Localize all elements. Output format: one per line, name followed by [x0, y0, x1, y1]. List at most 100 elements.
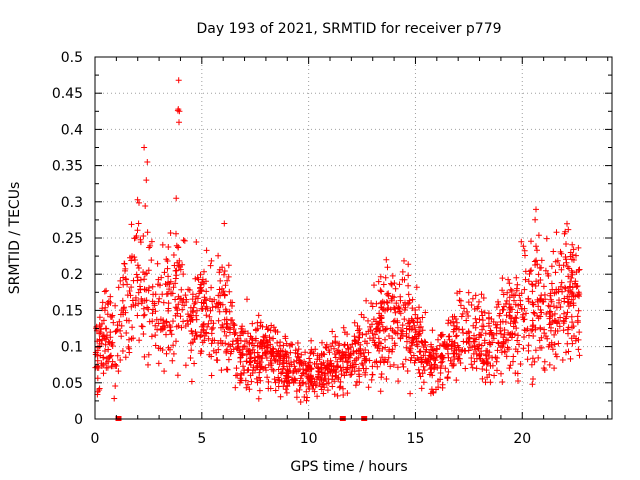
data-point [430, 355, 437, 362]
data-point [271, 356, 278, 363]
data-point [145, 351, 152, 358]
data-point [160, 299, 167, 306]
data-point [309, 386, 316, 392]
data-point [320, 351, 327, 357]
data-point [136, 199, 142, 206]
data-point [141, 276, 148, 283]
data-point [406, 297, 413, 304]
data-point [322, 344, 329, 351]
data-point [478, 308, 485, 315]
data-point [239, 346, 246, 353]
data-point [301, 358, 308, 365]
data-point [540, 283, 547, 290]
data-point [198, 299, 205, 306]
data-point [313, 360, 320, 367]
data-point [107, 329, 114, 336]
data-point [114, 322, 121, 329]
data-point [384, 359, 391, 365]
data-point [415, 331, 422, 338]
data-point [115, 284, 122, 291]
data-point [221, 220, 228, 227]
data-point [249, 336, 256, 343]
data-point [243, 351, 250, 358]
data-point [463, 330, 470, 337]
data-point [335, 342, 342, 349]
data-point [223, 332, 230, 339]
data-point [441, 342, 448, 349]
data-point [444, 375, 451, 382]
data-point [175, 77, 182, 84]
data-point [94, 375, 101, 382]
data-point [121, 260, 128, 267]
data-point [285, 367, 291, 374]
data-point [120, 305, 127, 312]
data-point [557, 283, 564, 290]
data-point [347, 372, 354, 378]
data-point [276, 376, 283, 383]
data-point [537, 306, 544, 313]
data-point [469, 295, 476, 302]
data-point [568, 296, 575, 303]
data-point [470, 350, 477, 357]
data-point [568, 267, 575, 274]
data-point [410, 318, 417, 325]
data-point [557, 248, 564, 255]
data-point [374, 363, 381, 370]
data-point [473, 319, 480, 326]
data-point [457, 297, 464, 304]
data-point [405, 320, 412, 327]
data-point [551, 365, 558, 372]
data-point [414, 355, 421, 362]
data-point [143, 177, 150, 184]
data-point [392, 342, 399, 349]
data-point [459, 310, 466, 317]
data-point [514, 370, 521, 377]
data-point [534, 312, 541, 319]
data-point [514, 337, 521, 344]
data-point [392, 309, 399, 316]
data-point [201, 268, 207, 275]
data-point [325, 370, 331, 377]
data-point [375, 278, 382, 285]
data-point [123, 330, 130, 336]
data-point [389, 346, 396, 353]
data-point [378, 288, 385, 295]
data-point [491, 372, 498, 379]
data-point [416, 324, 423, 331]
data-point [206, 313, 213, 320]
data-point [525, 278, 532, 285]
data-point [331, 351, 338, 357]
data-point [118, 322, 125, 329]
data-point [530, 309, 537, 316]
data-point [369, 371, 376, 378]
data-point [132, 294, 139, 301]
data-point [338, 371, 345, 378]
data-point [180, 271, 187, 278]
data-point [247, 359, 253, 366]
data-point [562, 285, 569, 292]
data-point [394, 364, 401, 371]
data-point [287, 349, 294, 356]
data-point [488, 329, 495, 336]
data-point [552, 269, 559, 276]
data-point [340, 324, 347, 331]
data-point [499, 275, 506, 282]
data-point [123, 317, 130, 324]
data-point [178, 324, 185, 331]
data-point [496, 312, 503, 319]
data-point [115, 368, 122, 375]
data-point [175, 262, 182, 269]
data-point [397, 297, 404, 304]
data-point [525, 347, 532, 354]
data-point [567, 278, 574, 285]
data-point [349, 360, 356, 366]
data-point [543, 311, 550, 317]
data-point [453, 333, 459, 340]
data-point [280, 352, 287, 359]
data-point [270, 353, 277, 360]
data-point [240, 369, 247, 376]
data-point [193, 332, 200, 339]
data-point [264, 374, 271, 381]
data-point [221, 271, 227, 278]
data-point [282, 386, 289, 393]
